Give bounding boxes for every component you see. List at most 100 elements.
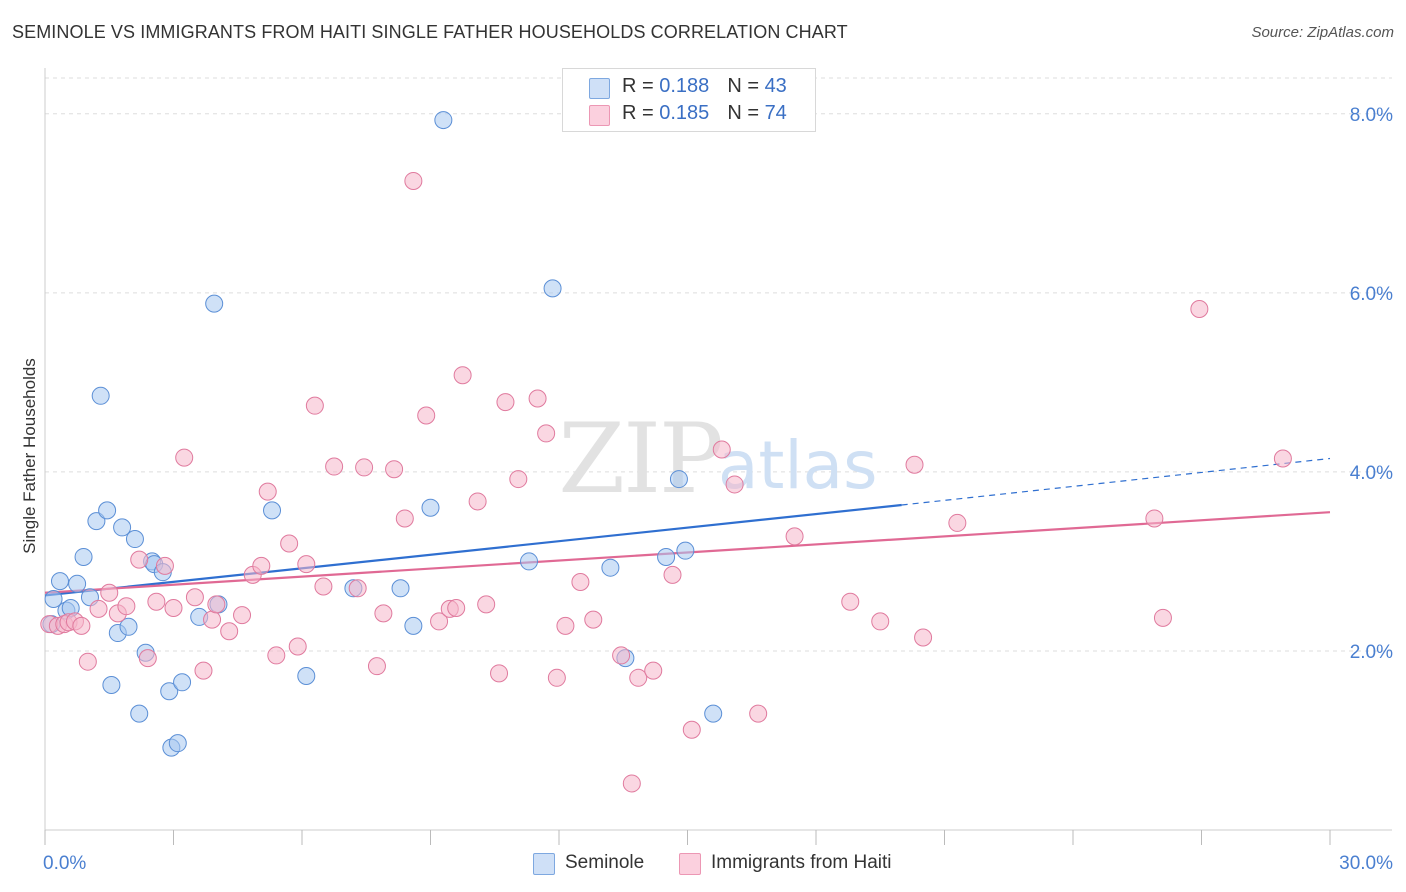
haiti-point [280,534,299,553]
bottom-legend-label-seminole: Seminole [565,852,645,873]
haiti-point [185,588,204,607]
legend-text-haiti: R = 0.185 N = 74 [622,102,787,124]
seminole-point [205,294,224,313]
y-tick-label: 8.0% [1350,105,1393,126]
haiti-point [175,448,194,467]
haiti-point [404,171,423,190]
haiti-point [203,610,222,629]
haiti-point [297,555,316,574]
chart-title: SEMINOLE VS IMMIGRANTS FROM HAITI SINGLE… [12,22,848,42]
seminole-point [543,279,562,298]
haiti-point [682,720,701,739]
seminole-point [421,498,440,517]
haiti-point [725,475,744,494]
haiti-point [367,657,386,676]
haiti-point [207,595,226,614]
seminole-trend-line [44,503,902,597]
seminole-point [669,470,688,489]
y-tick-label: 4.0% [1350,463,1393,484]
haiti-point [749,704,768,723]
haiti-point [89,599,108,618]
seminole-point [601,558,620,577]
haiti-point [785,527,804,546]
haiti-point [78,652,97,671]
haiti-point [220,622,239,641]
haiti-point [948,513,967,532]
haiti-point [1145,509,1164,528]
haiti-point [355,458,374,477]
bottom-legend-swatch-seminole [533,853,555,875]
seminole-point [68,574,87,593]
legend-text-seminole: R = 0.188 N = 43 [622,75,787,97]
seminole-point [119,617,138,636]
seminole-point [50,572,69,591]
seminole-point [130,704,149,723]
haiti-point [477,595,496,614]
haiti-point [528,389,547,408]
x-tick-label-max: 30.0% [1339,853,1393,874]
haiti-point [905,455,924,474]
seminole-point [102,675,121,694]
correlation-legend: R = 0.188 N = 43 R = 0.185 N = 74 [562,68,816,132]
haiti-point [374,604,393,623]
haiti-point [100,583,119,602]
haiti-point [547,668,566,687]
haiti-point [490,664,509,683]
seminole-trend-extension [901,457,1331,506]
haiti-point [395,509,414,528]
haiti-point [164,598,183,617]
gridlines [45,77,1392,652]
haiti-point [663,565,682,584]
seminole-point [168,734,187,753]
seminole-point [704,704,723,723]
bottom-legend-label-haiti: Immigrants from Haiti [711,852,892,873]
haiti-point [914,628,933,647]
haiti-point [584,610,603,629]
data-points [40,111,1292,793]
haiti-point [1273,449,1292,468]
haiti-point [155,556,174,575]
haiti-point [622,774,641,793]
x-tick-label-min: 0.0% [43,853,86,874]
haiti-point [385,460,404,479]
seminole-point [44,590,63,609]
haiti-point [430,612,449,631]
haiti-point [194,661,213,680]
haiti-point [138,649,157,668]
haiti-point [556,616,575,635]
haiti-point [537,424,556,443]
legend-swatch-haiti [589,105,610,126]
seminole-point [404,616,423,635]
haiti-point [130,550,149,569]
seminole-point [391,579,410,598]
seminole-point [91,386,110,405]
y-axis-title: Single Father Households [20,358,39,554]
haiti-point [252,556,271,575]
y-tick-label: 6.0% [1350,284,1393,305]
haiti-point [288,637,307,656]
seminole-point [297,667,316,686]
haiti-point [453,366,472,385]
haiti-point [841,592,860,611]
bottom-legend-swatch-haiti [679,853,701,875]
seminole-point [676,541,695,560]
seminole-point [173,673,192,692]
seminole-point [160,682,179,701]
haiti-point [1153,608,1172,627]
seminole-point [125,530,144,549]
seminole-point [263,501,282,520]
seminole-point [657,547,676,566]
haiti-point [258,482,277,501]
seminole-point [87,512,106,531]
haiti-point [447,598,466,617]
y-tick-label: 2.0% [1350,642,1393,663]
haiti-point [496,393,515,412]
haiti-point [509,470,528,489]
haiti-point [72,616,91,635]
axes [44,68,1392,845]
watermark-atlas: atlas [718,427,878,504]
watermark-zip: ZIP [558,403,721,515]
seminole-point [434,111,453,130]
haiti-point [629,668,648,687]
